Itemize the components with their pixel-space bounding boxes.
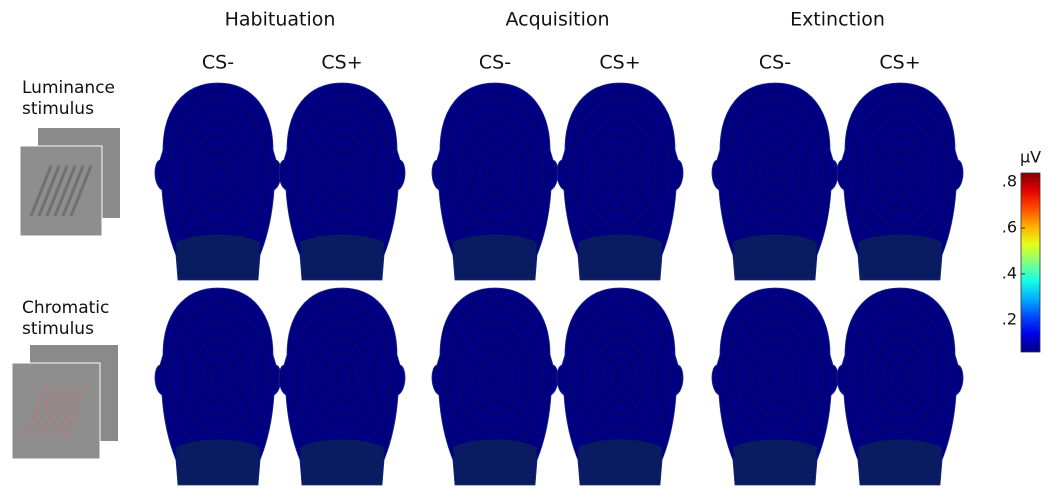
topomap — [711, 287, 839, 486]
head-map — [278, 82, 406, 281]
condition-label: CS- — [202, 52, 234, 74]
colorbar-tick-label: .2 — [1002, 309, 1017, 328]
head-map — [836, 82, 964, 281]
topomap — [556, 82, 684, 281]
head-map — [154, 287, 282, 486]
topomap — [711, 82, 839, 281]
phase-title: Extinction — [790, 9, 885, 31]
head-map — [836, 287, 964, 486]
colorbar-tick-label: .8 — [1002, 172, 1017, 191]
stimulus-label: Chromatic stimulus — [22, 298, 110, 339]
stimulus-image — [19, 145, 103, 237]
condition-label: CS- — [759, 52, 791, 74]
head-map — [711, 82, 839, 281]
topomap — [278, 82, 406, 281]
head-map — [556, 82, 684, 281]
colorbar-unit: µV — [1020, 148, 1041, 167]
head-map — [154, 82, 282, 281]
condition-label: CS+ — [321, 52, 362, 74]
head-map — [431, 82, 559, 281]
topomap — [154, 82, 282, 281]
topomap — [431, 287, 559, 486]
topomap — [556, 287, 684, 486]
phase-title: Habituation — [225, 9, 336, 31]
head-map — [711, 287, 839, 486]
head-map — [556, 287, 684, 486]
topomap — [836, 82, 964, 281]
colorbar — [1020, 172, 1041, 353]
condition-label: CS- — [479, 52, 511, 74]
head-map — [431, 287, 559, 486]
stimulus-image — [11, 362, 101, 460]
topomap — [836, 287, 964, 486]
phase-title: Acquisition — [505, 9, 609, 31]
topomap — [278, 287, 406, 486]
colorbar-tick-label: .4 — [1002, 263, 1017, 282]
topomap — [154, 287, 282, 486]
stimulus-label: Luminance stimulus — [22, 78, 116, 119]
condition-label: CS+ — [879, 52, 920, 74]
head-map — [278, 287, 406, 486]
topomap — [431, 82, 559, 281]
colorbar-tick-label: .6 — [1002, 218, 1017, 237]
condition-label: CS+ — [599, 52, 640, 74]
